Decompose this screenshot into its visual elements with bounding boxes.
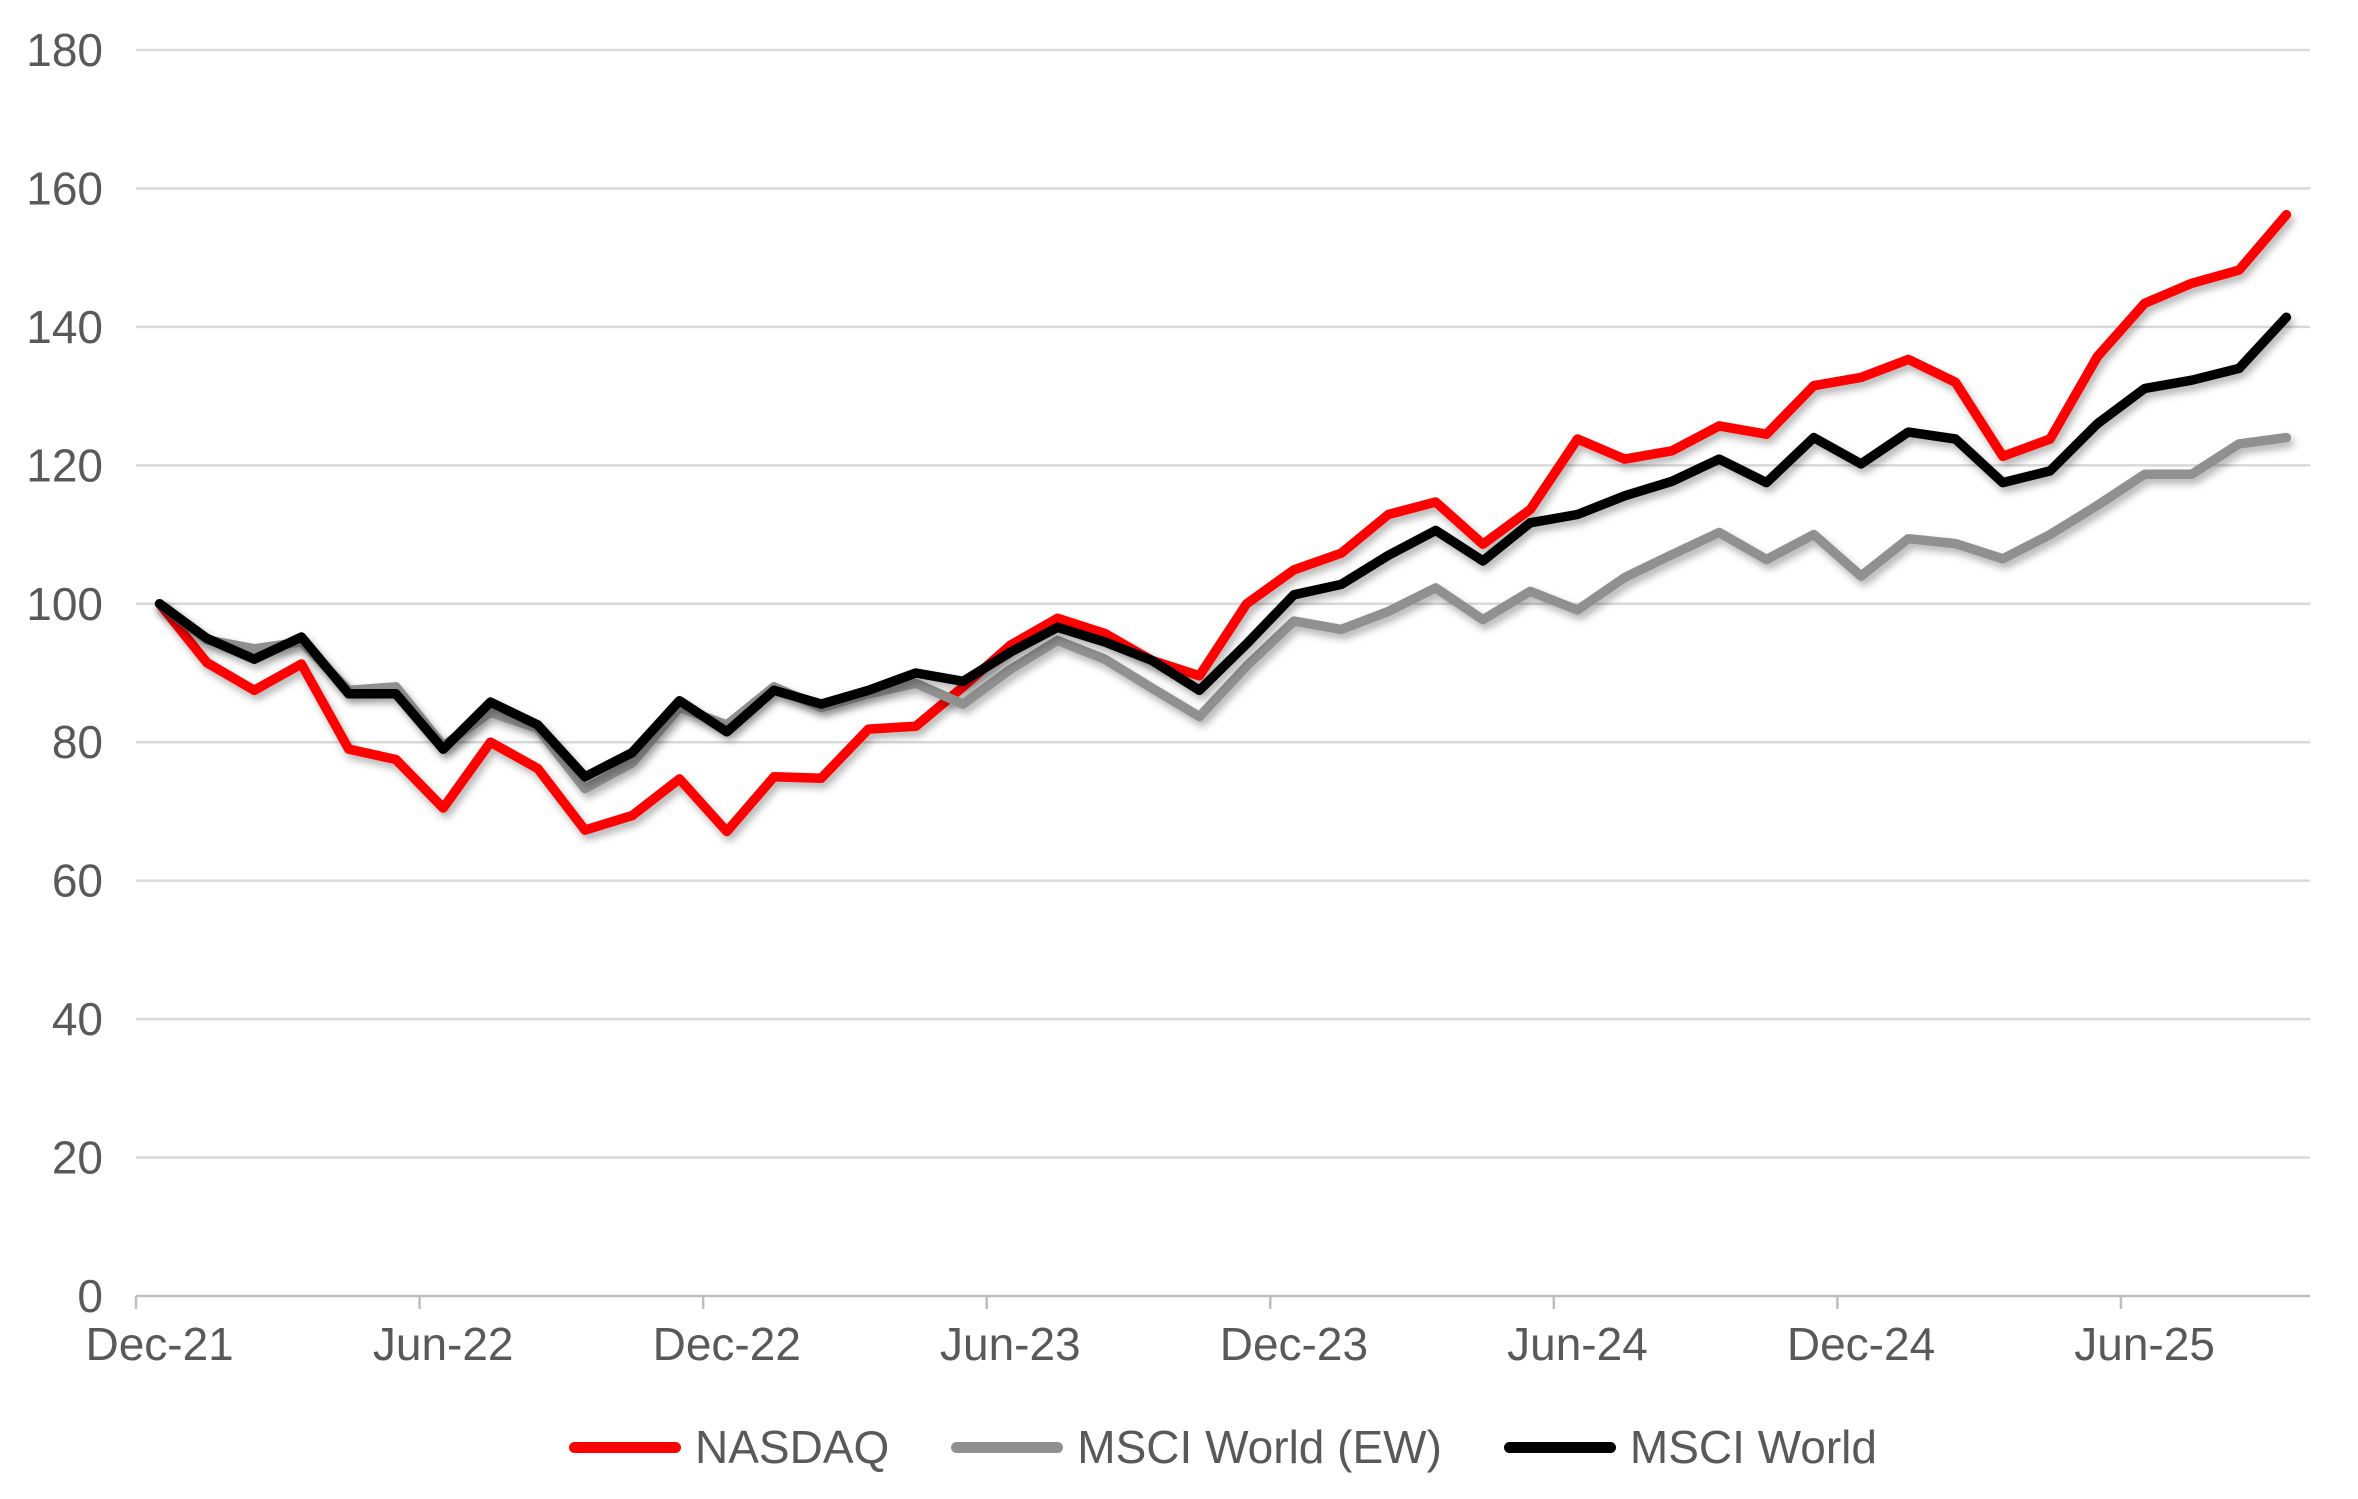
x-axis-tick-label: Dec-21	[85, 1318, 233, 1370]
y-axis-tick-label: 140	[26, 301, 103, 353]
legend-item-msci-world: MSCI World	[1503, 1421, 1877, 1473]
legend-label: NASDAQ	[695, 1421, 890, 1473]
y-axis-tick-label: 120	[26, 439, 103, 491]
legend-swatch-msci-world	[1503, 1441, 1616, 1453]
y-axis-tick-label: 0	[77, 1270, 103, 1322]
legend-label: MSCI World	[1629, 1421, 1877, 1473]
x-axis-tick-label: Jun-23	[940, 1318, 1081, 1370]
x-axis-tick-label: Dec-22	[653, 1318, 801, 1370]
chart-legend: NASDAQ MSCI World (EW) MSCI World	[136, 1418, 2310, 1476]
legend-swatch-nasdaq	[569, 1441, 682, 1453]
y-axis-tick-label: 100	[26, 578, 103, 630]
y-axis-tick-label: 60	[52, 855, 103, 907]
legend-label: MSCI World (EW)	[1077, 1421, 1442, 1473]
y-axis-tick-label: 40	[52, 993, 103, 1045]
x-axis-tick-label: Jun-22	[373, 1318, 514, 1370]
x-axis-tick-label: Jun-24	[1507, 1318, 1648, 1370]
x-axis-tick-label: Dec-24	[1787, 1318, 1935, 1370]
x-axis-tick-label: Dec-23	[1220, 1318, 1368, 1370]
legend-item-msci-world-ew: MSCI World (EW)	[951, 1424, 1442, 1470]
y-axis-tick-label: 180	[26, 24, 103, 76]
y-axis-tick-label: 20	[52, 1132, 103, 1184]
series-line-msci-world-ew	[154, 432, 2292, 794]
x-axis-tick-label: Jun-25	[2074, 1318, 2215, 1370]
series-line-nasdaq	[154, 209, 2292, 837]
legend-item-nasdaq: NASDAQ	[569, 1424, 889, 1470]
legend-swatch-msci-world-ew	[951, 1441, 1064, 1453]
y-axis-tick-label: 80	[52, 716, 103, 768]
series-line-msci-world	[154, 312, 2292, 782]
y-axis-tick-label: 160	[26, 162, 103, 214]
